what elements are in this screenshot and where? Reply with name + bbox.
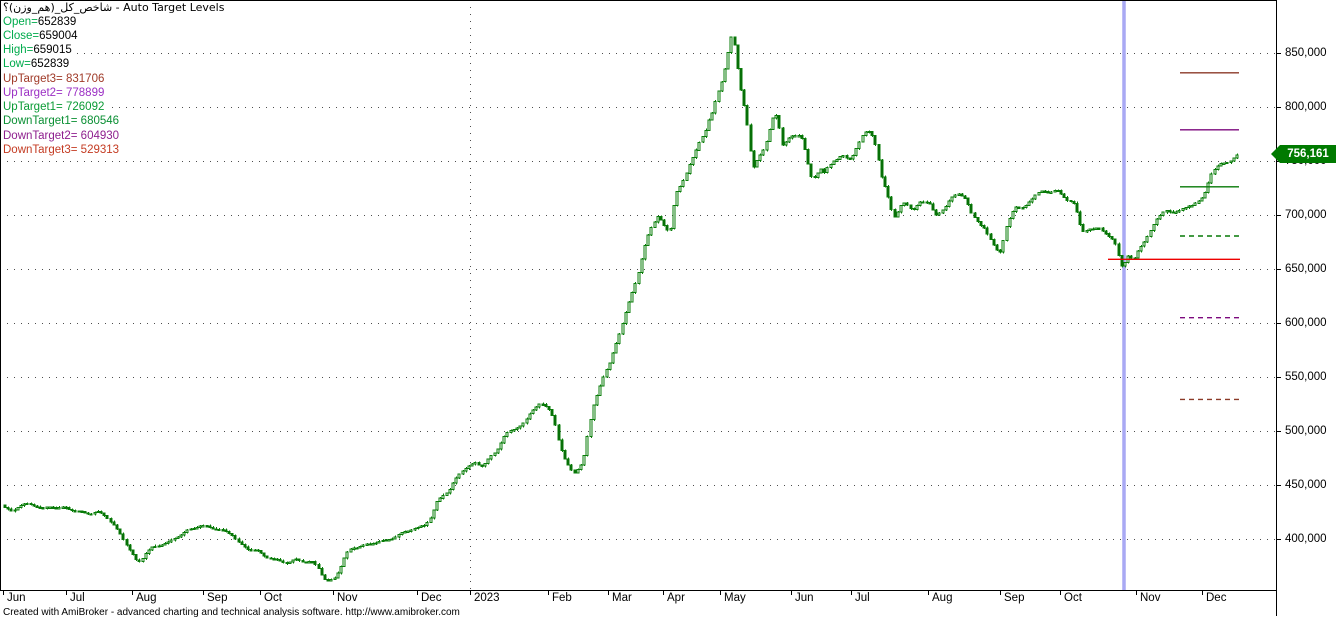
last-price-tag: 756,161 [1271, 145, 1336, 164]
x-axis-label: Nov [1140, 592, 1161, 604]
x-axis-label: Jul [855, 592, 870, 604]
legend-value: 529313 [80, 143, 120, 156]
y-axis-label: 850,000 [1285, 46, 1327, 59]
y-axis-label: 600,000 [1285, 316, 1327, 329]
legend-uptarget1: UpTarget1= 726092 [3, 101, 108, 114]
y-axis-label: 400,000 [1285, 532, 1327, 545]
legend-low: Low=652839 [3, 58, 73, 72]
legend-label: DownTarget1= [3, 115, 81, 128]
legend-downtarget2: DownTarget2= 604930 [3, 129, 123, 143]
legend-label: DownTarget3= [3, 143, 81, 156]
price-tag-text: 756,161 [1280, 145, 1336, 164]
x-axis-label: Apr [667, 592, 685, 604]
grid [0, 0, 1276, 590]
legend-uptarget3: UpTarget3= 831706 [3, 72, 108, 86]
legend-label: Close= [3, 29, 40, 42]
legend-open: Open=652839 [3, 15, 80, 29]
legend-value: 778899 [65, 86, 105, 99]
legend-label: UpTarget3= [3, 72, 66, 85]
legend-value: 659015 [33, 44, 72, 56]
x-axis-label: Oct [264, 592, 282, 604]
x-axis-label: Dec [1206, 592, 1227, 604]
legend-uptarget2: UpTarget2= 778899 [3, 86, 108, 100]
x-axis-label: Aug [932, 592, 953, 604]
legend-value: 680546 [80, 115, 120, 128]
y-axis-label: 500,000 [1285, 424, 1327, 437]
x-axis-label: Jun [7, 592, 26, 604]
x-axis-label: Feb [552, 592, 572, 604]
x-axis-label: Sep [1004, 592, 1025, 604]
legend-value: 831706 [65, 72, 105, 85]
y-axis-label: 700,000 [1285, 208, 1327, 221]
legend-label: Open= [3, 15, 38, 28]
x-axis-label: Dec [421, 592, 442, 604]
candlestick-series [3, 36, 1239, 582]
legend-label: High= [3, 44, 34, 56]
x-axis-label: Aug [136, 592, 157, 604]
x-axis-label: May [724, 592, 746, 604]
y-axis-label: 450,000 [1285, 478, 1327, 491]
legend-downtarget1: DownTarget1= 680546 [3, 115, 123, 129]
x-axis-label: Nov [337, 592, 358, 604]
legend-high: High=659015 [3, 44, 75, 57]
x-axis-label: Jul [70, 592, 85, 604]
chart-title-symbol: شاخص_کل_(هم_وزن)؟ [3, 1, 113, 14]
chart-title: شاخص_کل_(هم_وزن)؟ - Auto Target Levels [3, 1, 229, 14]
x-axis-label: Jun [795, 592, 814, 604]
legend-close: Close=659004 [3, 29, 81, 43]
legend-value: 726092 [65, 101, 105, 113]
legend-value: 652839 [30, 58, 70, 71]
legend-label: Low= [3, 58, 31, 71]
legend-value: 659004 [39, 29, 78, 42]
legend-value: 652839 [37, 15, 77, 28]
x-axis-label: Mar [612, 592, 632, 604]
signal-vertical-line [1122, 0, 1126, 590]
price-tag-arrow-icon [1271, 145, 1280, 164]
legend-label: UpTarget2= [3, 86, 66, 99]
y-axis-label: 650,000 [1285, 262, 1327, 275]
axes [0, 0, 1281, 616]
legend-label: DownTarget2= [3, 129, 81, 142]
legend-value: 604930 [80, 129, 120, 142]
x-axis-label: Oct [1064, 592, 1082, 604]
y-axis-label: 550,000 [1285, 370, 1327, 383]
x-axis-label: Sep [207, 592, 228, 604]
copyright-footer: Created with AmiBroker - advanced charti… [3, 607, 460, 618]
x-axis-label: 2023 [474, 592, 500, 604]
chart-title-indicator: - Auto Target Levels [112, 1, 225, 14]
legend-downtarget3: DownTarget3= 529313 [3, 143, 123, 157]
legend-label: UpTarget1= [3, 101, 66, 113]
y-axis-label: 800,000 [1285, 100, 1327, 113]
